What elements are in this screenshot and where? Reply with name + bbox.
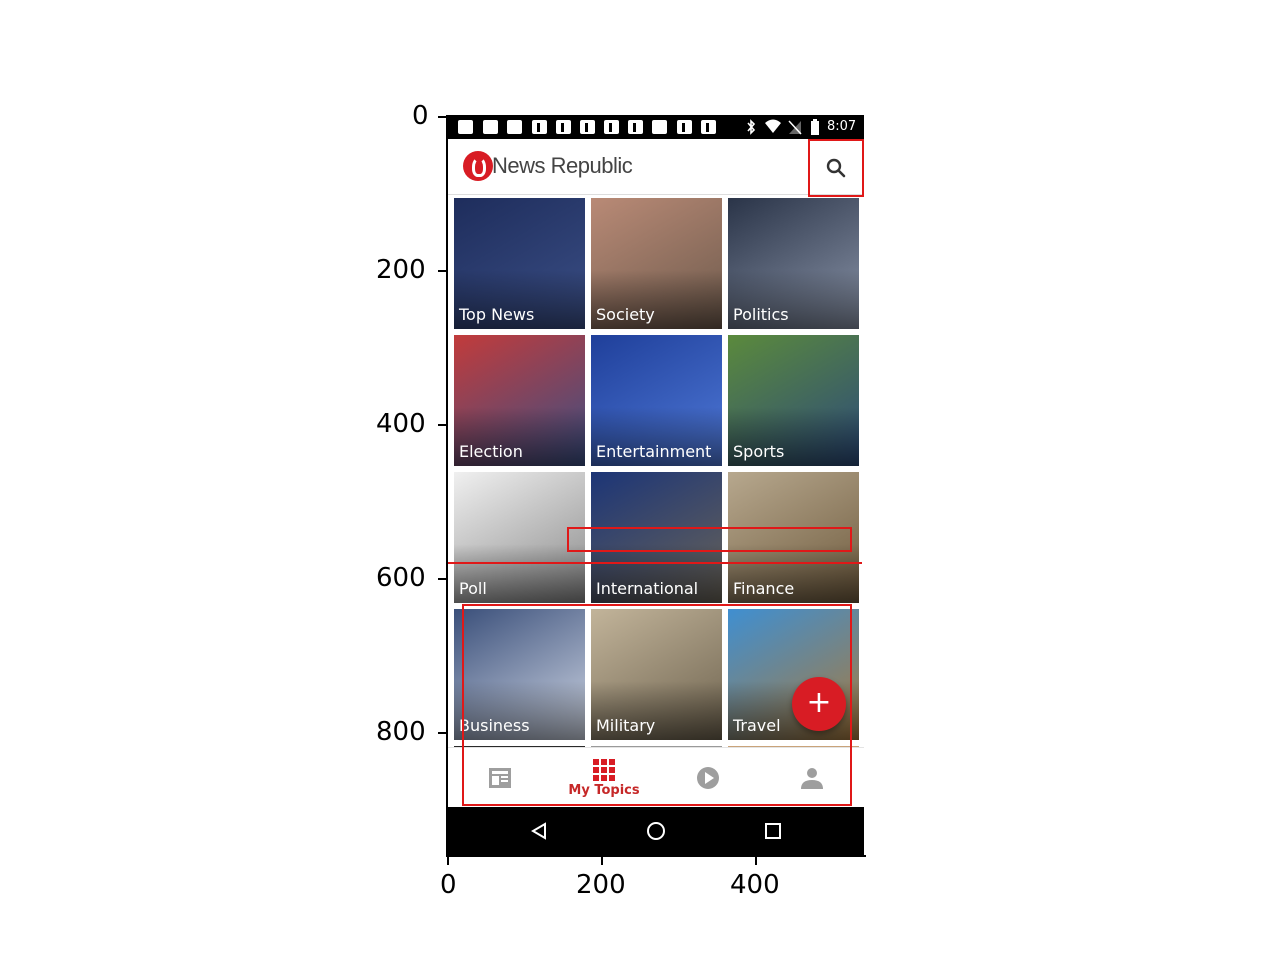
facebook-icon — [701, 120, 716, 134]
tile-shade — [591, 544, 722, 603]
phone-screen: 8:07 News Republic Top News Society Politi… — [448, 115, 864, 855]
topic-tile[interactable]: International — [591, 472, 722, 603]
topic-label: Military — [596, 716, 656, 735]
x-axis-line — [446, 855, 866, 857]
topic-tile[interactable]: Finance — [728, 472, 859, 603]
x-tick-label: 0 — [440, 870, 457, 900]
topic-label: Travel — [733, 716, 781, 735]
tile-shade — [728, 407, 859, 466]
search-button[interactable] — [809, 141, 862, 195]
app-bar: News Republic — [448, 139, 864, 195]
play-icon — [697, 767, 719, 789]
facebook-icon — [532, 120, 547, 134]
topic-tile[interactable]: Politics — [728, 198, 859, 329]
topic-label: Election — [459, 442, 523, 461]
y-tick-label: 200 — [376, 255, 426, 285]
topic-tile[interactable]: Poll — [454, 472, 585, 603]
y-tick-mark — [438, 732, 446, 734]
topic-tile[interactable]: Entertainment — [591, 335, 722, 466]
app-icon — [507, 120, 522, 134]
search-icon — [826, 158, 845, 178]
tile-shade — [454, 270, 585, 329]
y-tick-label: 800 — [376, 717, 426, 747]
tile-shade — [591, 270, 722, 329]
tile-shade — [728, 544, 859, 603]
bottom-navigation: My Topics — [448, 747, 864, 807]
nav-my-topics[interactable]: My Topics — [552, 748, 656, 808]
status-time: 8:07 — [827, 119, 857, 134]
facebook-icon — [604, 120, 619, 134]
wifi-icon — [765, 119, 781, 133]
tile-shade — [591, 407, 722, 466]
topic-label: Entertainment — [596, 442, 712, 461]
topic-label: International — [596, 579, 699, 598]
home-button[interactable] — [640, 815, 672, 847]
nav-my-topics-label: My Topics — [568, 782, 640, 798]
y-tick-label: 600 — [376, 563, 426, 593]
tile-shade — [454, 544, 585, 603]
y-tick-mark — [438, 578, 446, 580]
topic-label: Society — [596, 305, 655, 324]
bluetooth-icon — [747, 119, 756, 135]
facebook-icon — [580, 120, 595, 134]
x-tick-label: 400 — [730, 870, 780, 900]
x-tick-mark — [447, 857, 449, 865]
topic-tile[interactable]: Top News — [454, 198, 585, 329]
brand-title: News Republic — [492, 153, 633, 178]
back-button[interactable] — [523, 815, 555, 847]
tile-shade — [728, 270, 859, 329]
facebook-icon — [628, 120, 643, 134]
add-topic-button[interactable]: + — [792, 677, 846, 731]
topic-tile[interactable]: Business — [454, 609, 585, 740]
facebook-icon — [556, 120, 571, 134]
grid-icon — [593, 758, 615, 781]
facebook-icon — [677, 120, 692, 134]
y-tick-label: 0 — [412, 101, 429, 131]
recents-icon — [765, 823, 781, 839]
battery-icon — [811, 119, 819, 135]
nav-video[interactable] — [656, 748, 760, 808]
topic-label: Sports — [733, 442, 785, 461]
profile-icon — [801, 768, 823, 789]
x-tick-label: 200 — [576, 870, 626, 900]
tile-shade — [454, 681, 585, 740]
topic-label: Poll — [459, 579, 487, 598]
topic-label: Top News — [459, 305, 535, 324]
tile-shade — [591, 681, 722, 740]
topic-tile[interactable]: Military — [591, 609, 722, 740]
logo-icon — [463, 151, 493, 181]
topic-tile[interactable]: Sports — [728, 335, 859, 466]
topic-tile[interactable]: Election — [454, 335, 585, 466]
signal-icon — [788, 120, 802, 135]
x-tick-mark — [755, 857, 757, 865]
topic-tile[interactable]: Society — [591, 198, 722, 329]
app-icon — [483, 120, 498, 134]
x-tick-mark — [601, 857, 603, 865]
system-navigation-bar — [448, 807, 864, 855]
car-icon — [652, 120, 667, 134]
news-feed-icon — [489, 768, 511, 788]
status-bar: 8:07 — [448, 115, 864, 139]
y-tick-mark — [438, 424, 446, 426]
topic-label: Finance — [733, 579, 795, 598]
topic-label: Business — [459, 716, 530, 735]
y-tick-label: 400 — [376, 409, 426, 439]
tile-shade — [454, 407, 585, 466]
topic-label: Politics — [733, 305, 789, 324]
message-icon — [458, 120, 473, 134]
home-icon — [647, 822, 665, 840]
back-icon — [531, 822, 546, 840]
nav-news-feed[interactable] — [448, 748, 552, 808]
y-tick-mark — [438, 116, 446, 118]
y-tick-mark — [438, 270, 446, 272]
recents-button[interactable] — [757, 815, 789, 847]
nav-profile[interactable] — [760, 748, 864, 808]
y-axis-line — [446, 115, 448, 857]
